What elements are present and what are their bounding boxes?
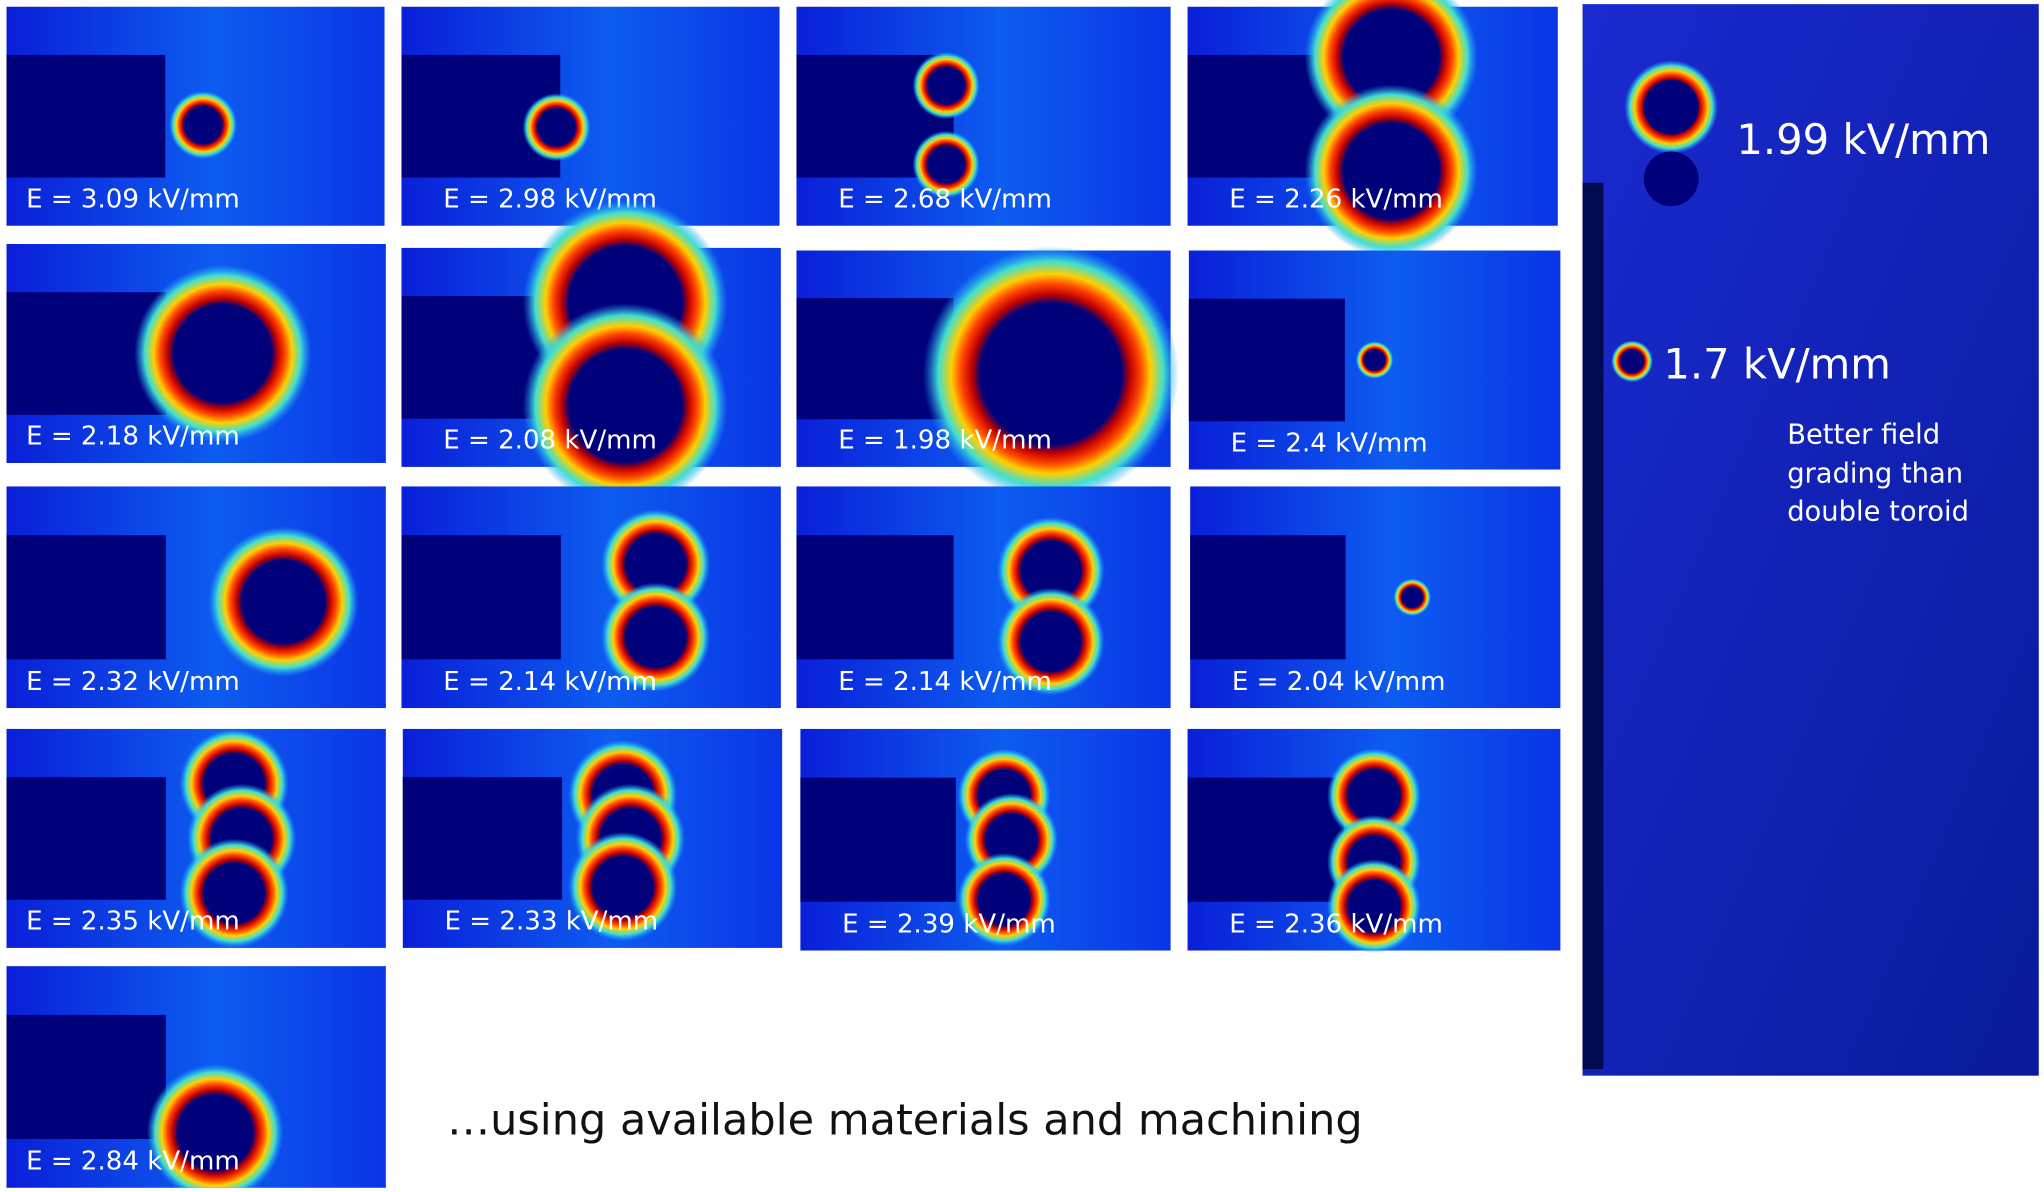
field-label: E = 2.04 kV/mm: [1232, 667, 1446, 697]
electrode-tip: [184, 106, 222, 144]
column: [1583, 183, 1604, 1069]
electrode: [7, 55, 166, 178]
field-label: E = 2.4 kV/mm: [1231, 428, 1428, 458]
electrode-tip: [242, 560, 325, 643]
note: grading than: [1787, 459, 1963, 490]
field-label: E = 2.08 kV/mm: [443, 426, 657, 456]
caption: …using available materials and machining: [447, 1095, 1363, 1145]
electrode: [7, 535, 166, 659]
field-label: E = 1.98 kV/mm: [838, 426, 1052, 456]
field-label: 1.99 kV/mm: [1736, 115, 1990, 164]
field-label: E = 2.18 kV/mm: [26, 422, 240, 452]
field-label: E = 3.09 kV/mm: [26, 184, 240, 214]
field-label: 1.7 kV/mm: [1663, 339, 1891, 388]
field-label: E = 2.84 kV/mm: [26, 1147, 240, 1177]
toroid: [1644, 151, 1699, 206]
field-label: E = 2.14 kV/mm: [838, 667, 1052, 697]
electrode: [796, 535, 953, 659]
electrode-tip: [1402, 587, 1423, 608]
electrode: [403, 777, 562, 900]
electrode: [7, 1015, 166, 1139]
toroid: [1644, 80, 1699, 135]
field-label: E = 2.32 kV/mm: [26, 667, 240, 697]
electrode-tip: [538, 108, 576, 146]
electrode-tip: [980, 303, 1122, 445]
field-label: E = 2.68 kV/mm: [838, 184, 1052, 214]
right-panel: 1.99 kV/mm 1.7 kV/mm Better field gradin…: [1583, 4, 2039, 1076]
electrode: [402, 535, 561, 659]
electrode: [1190, 535, 1345, 659]
electrode: [1189, 299, 1345, 422]
field-label: E = 2.14 kV/mm: [443, 667, 657, 697]
electrode-tip: [173, 304, 272, 403]
electrode: [1188, 778, 1345, 902]
electrode-tip: [927, 146, 964, 183]
field-label: E = 2.33 kV/mm: [445, 907, 659, 937]
electrode: [800, 778, 955, 902]
field-label: E = 2.35 kV/mm: [26, 907, 240, 937]
ring-glow: [1611, 340, 1653, 382]
field-label: E = 2.36 kV/mm: [1229, 909, 1443, 939]
electrode-tip: [927, 67, 964, 104]
electrode-tip: [1364, 350, 1385, 371]
note: double toroid: [1787, 496, 1969, 527]
electrode-tip: [1348, 769, 1400, 821]
slide: E = 3.09 kV/mmE = 2.98 kV/mmE = 2.68 kV/…: [0, 0, 2044, 1188]
note: Better field: [1787, 419, 1940, 450]
field-label: E = 2.39 kV/mm: [842, 909, 1056, 939]
electrode-tip: [1021, 612, 1081, 672]
electrode-tip: [625, 607, 686, 668]
field-label: E = 2.26 kV/mm: [1229, 184, 1443, 214]
electrode: [7, 777, 166, 900]
